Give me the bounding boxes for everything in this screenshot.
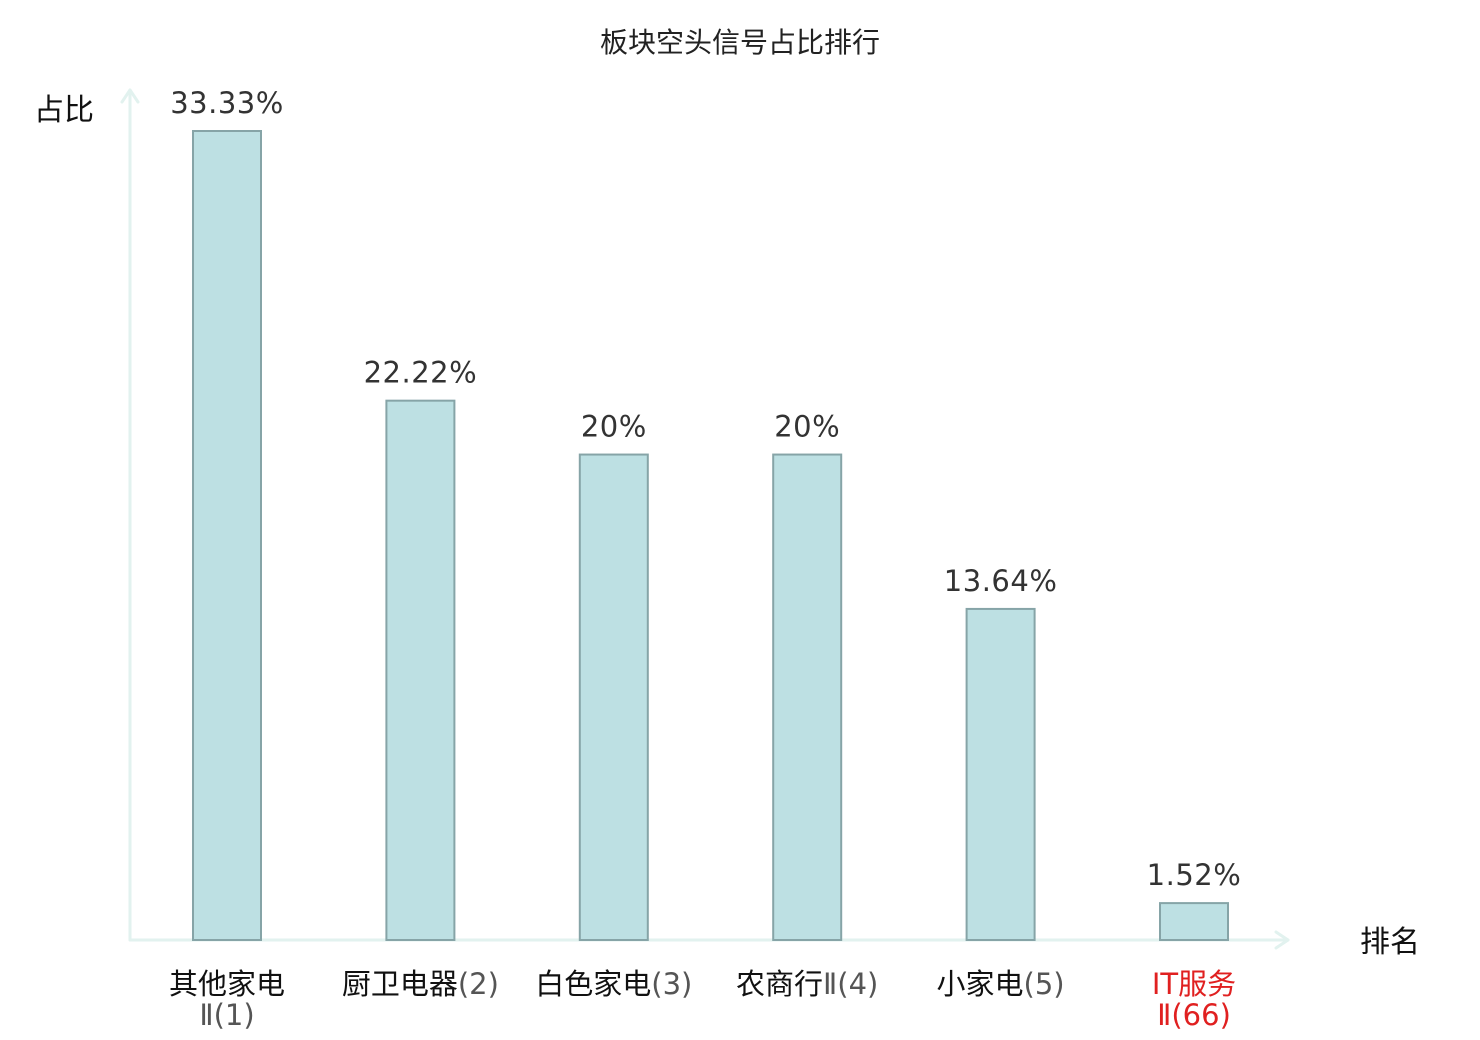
x-tick-label: 其他家电 — [169, 967, 285, 1001]
chart-title: 板块空头信号占比排行 — [600, 26, 880, 59]
x-tick-rank-text: Ⅱ(66) — [1157, 998, 1231, 1032]
x-tick-name: 小家电 — [937, 967, 1024, 1001]
bar[interactable] — [385, 399, 456, 941]
bar-value-label: 20% — [581, 410, 647, 444]
x-tick-rank: (2) — [458, 967, 499, 1001]
value-labels-group: 33.33% 22.22% 20% 20% 13.64% 1.52% — [170, 86, 1241, 892]
bar-value-label: 13.64% — [944, 564, 1058, 598]
axes — [120, 88, 1290, 950]
bar[interactable] — [192, 130, 262, 941]
x-tick-label: 厨卫电器(2) — [342, 967, 499, 1001]
bar[interactable] — [772, 453, 843, 941]
bar-value-label: 33.33% — [170, 86, 284, 120]
y-axis-arrow — [120, 88, 140, 104]
bars-group — [192, 130, 1229, 941]
x-tick-name: 厨卫电器 — [342, 967, 458, 1001]
x-tick-rank-text: Ⅱ(1) — [199, 998, 254, 1032]
x-tick-label: 小家电(5) — [937, 967, 1065, 1001]
y-axis-label: 占比 — [34, 93, 94, 128]
x-axis-label: 排名 — [1360, 925, 1420, 960]
bar-value-label: 1.52% — [1147, 858, 1242, 892]
x-axis-arrow — [1274, 930, 1290, 950]
bar[interactable] — [965, 607, 1036, 941]
bar[interactable] — [578, 453, 649, 941]
x-tick-rank: Ⅱ(4) — [823, 967, 878, 1001]
x-tick-name: 白色家电 — [535, 967, 651, 1001]
bar-value-label: 20% — [774, 410, 840, 444]
x-tick-name: 农商行 — [736, 967, 823, 1001]
x-tick-label: 农商行Ⅱ(4) — [736, 967, 878, 1001]
x-tick-label: 白色家电(3) — [535, 967, 692, 1001]
x-tick-rank: (3) — [651, 967, 692, 1001]
x-tick-label: IT服务 — [1152, 967, 1236, 1001]
bar[interactable] — [1159, 902, 1229, 941]
x-tick-rank: (5) — [1024, 967, 1065, 1001]
x-tick-rank: Ⅱ(1) — [199, 998, 254, 1032]
x-tick-rank: Ⅱ(66) — [1157, 998, 1231, 1032]
bar-value-label: 22.22% — [364, 356, 478, 390]
